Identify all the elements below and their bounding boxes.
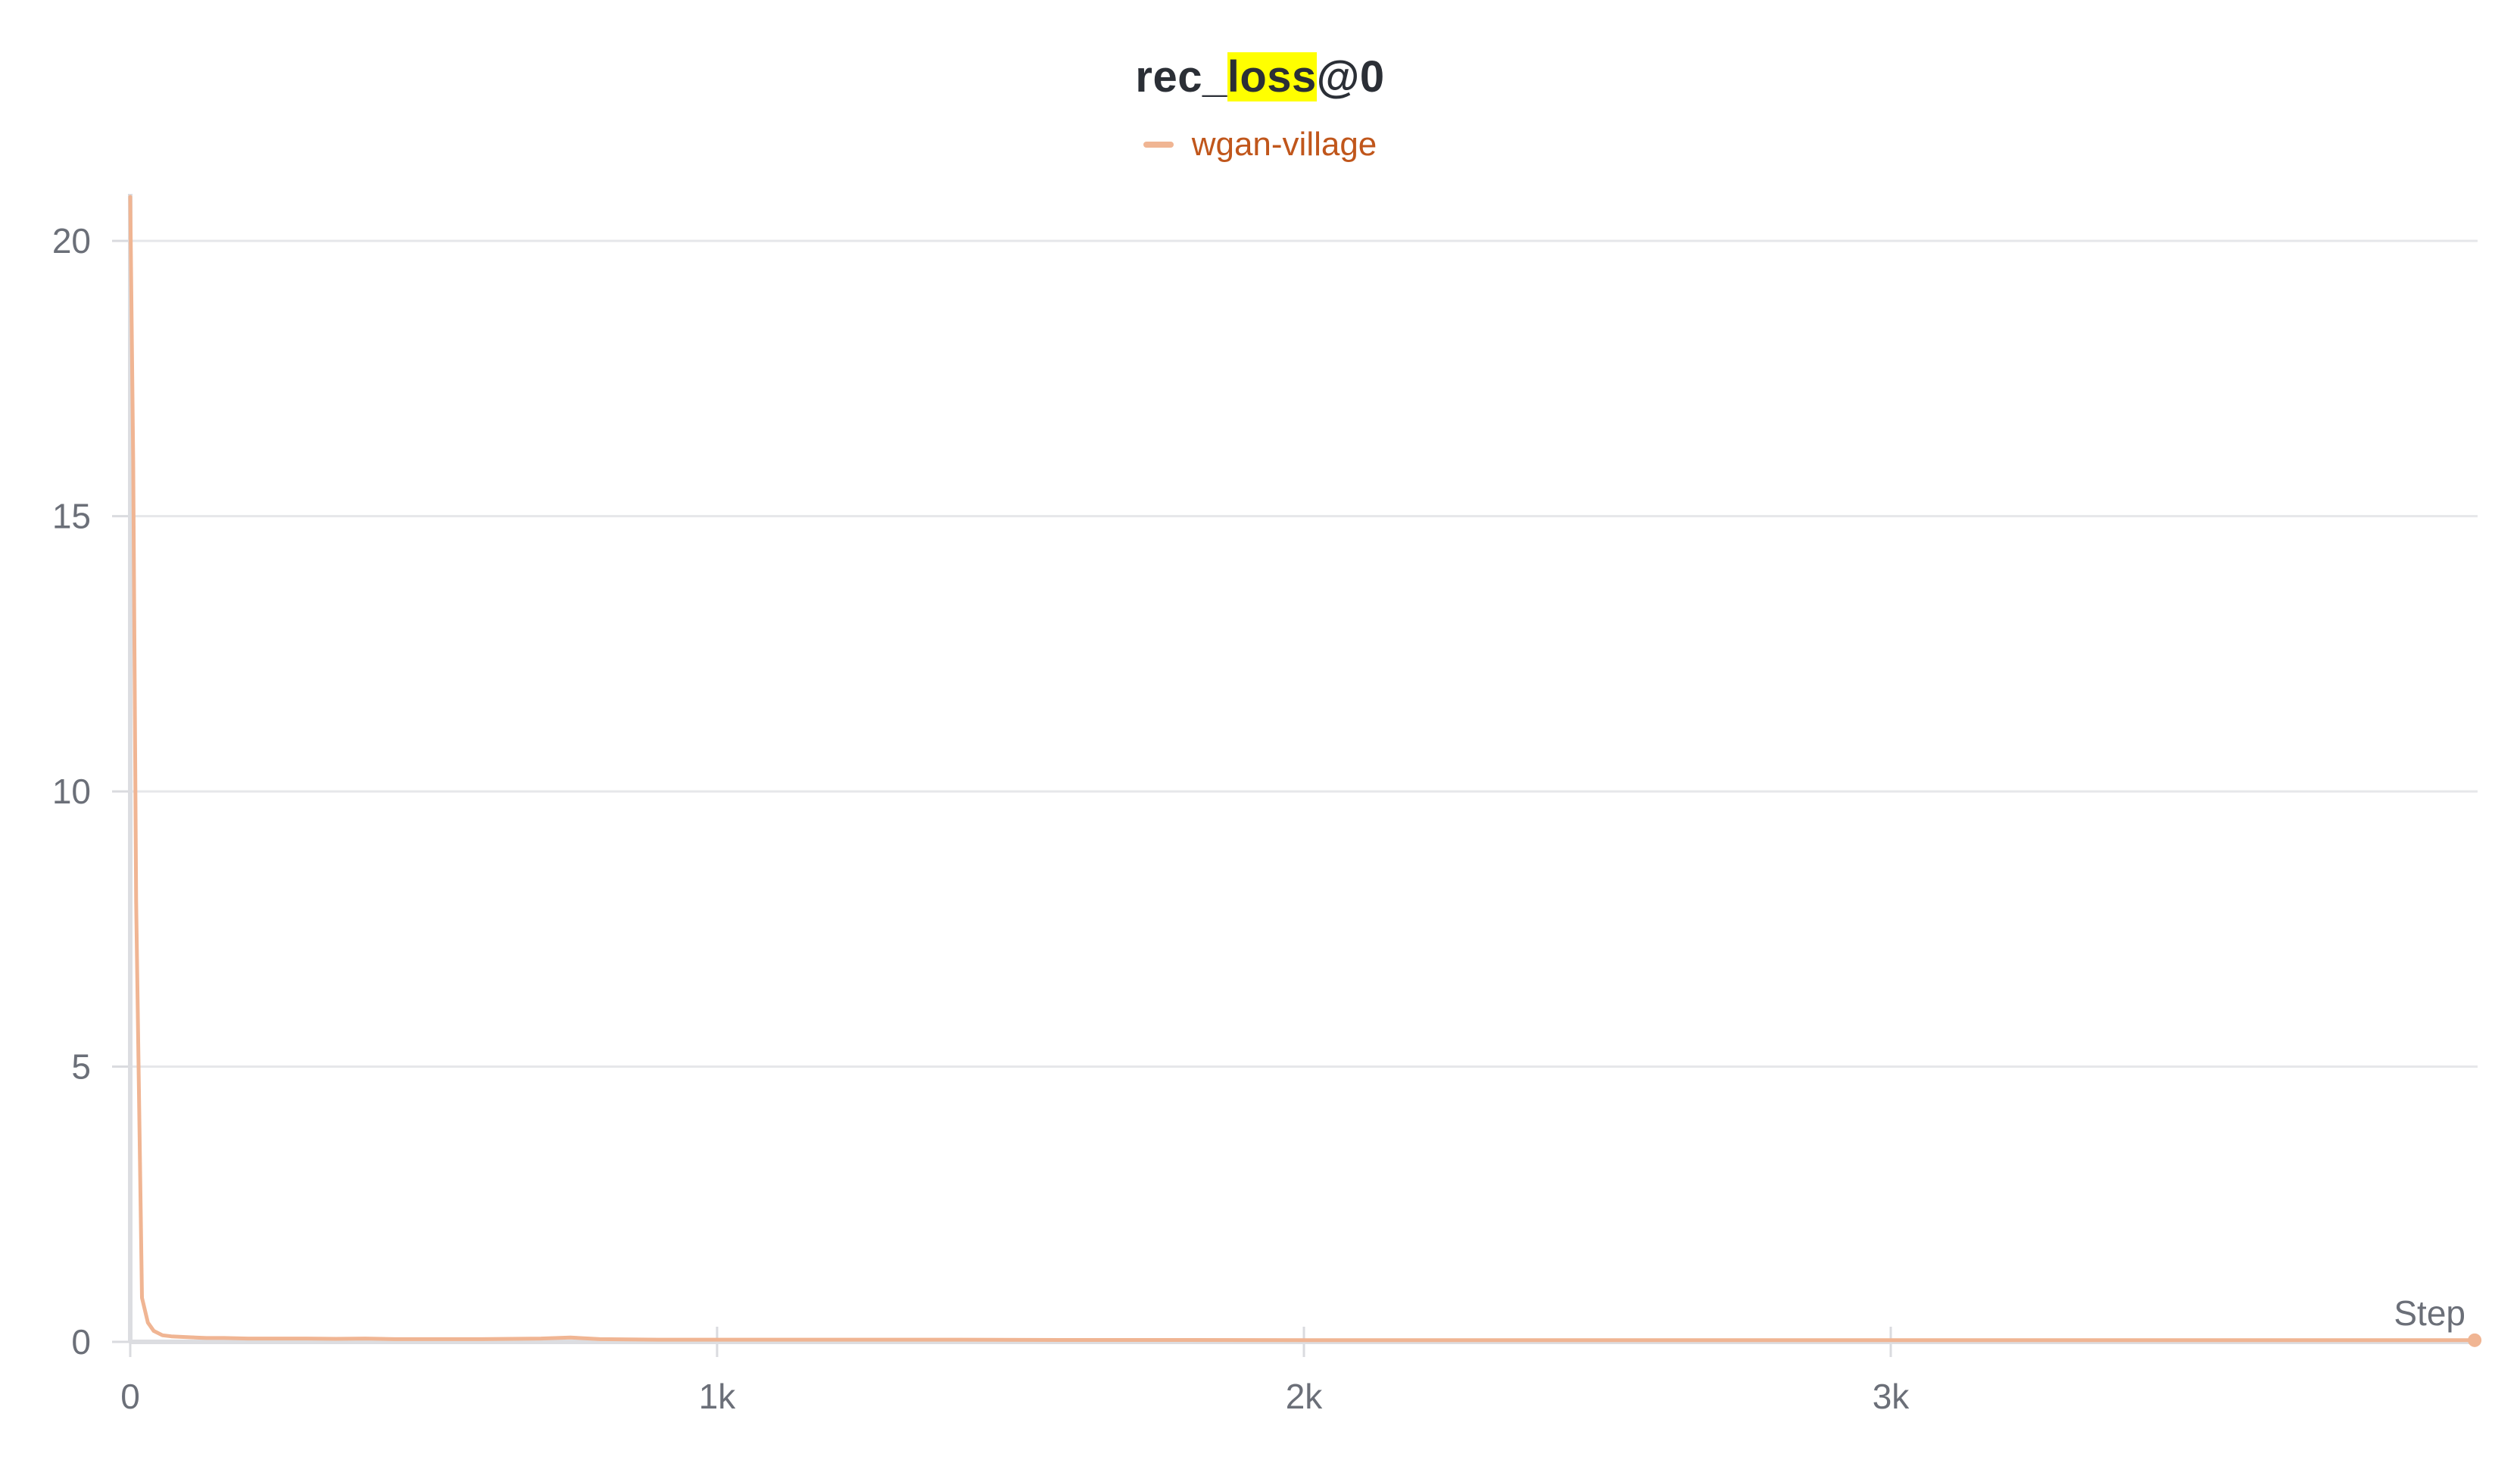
chart-title-prefix: rec_ <box>1135 52 1227 101</box>
series-layer <box>128 195 2482 1347</box>
y-tick-label: 20 <box>52 221 91 260</box>
x-tick-label: 1k <box>699 1377 737 1416</box>
chart-title-highlight: loss <box>1227 52 1317 101</box>
legend-label-wgan-village[interactable]: wgan-village <box>1191 126 1377 163</box>
x-tick-label: 2k <box>1286 1377 1324 1416</box>
series-endpoint-wgan-village <box>2468 1333 2482 1347</box>
y-tick-label: 0 <box>71 1322 91 1362</box>
chart-legend[interactable]: wgan-village <box>0 126 2520 164</box>
y-tick-label: 5 <box>71 1047 91 1087</box>
y-axis-ticks: 0 5 10 15 20 <box>52 221 130 1362</box>
y-tick-label: 15 <box>52 497 91 536</box>
legend-swatch-wgan-village <box>1143 142 1174 148</box>
chart-title: rec_loss@0 <box>0 51 2520 102</box>
x-axis-title: Step <box>2394 1293 2465 1333</box>
x-tick-label: 0 <box>120 1377 140 1416</box>
y-tick-label: 10 <box>52 772 91 811</box>
chart-title-suffix: @0 <box>1316 52 1385 101</box>
grid-lines <box>130 239 2478 1068</box>
series-line-wgan-village[interactable] <box>128 195 2477 1343</box>
x-tick-label: 3k <box>1873 1377 1910 1416</box>
